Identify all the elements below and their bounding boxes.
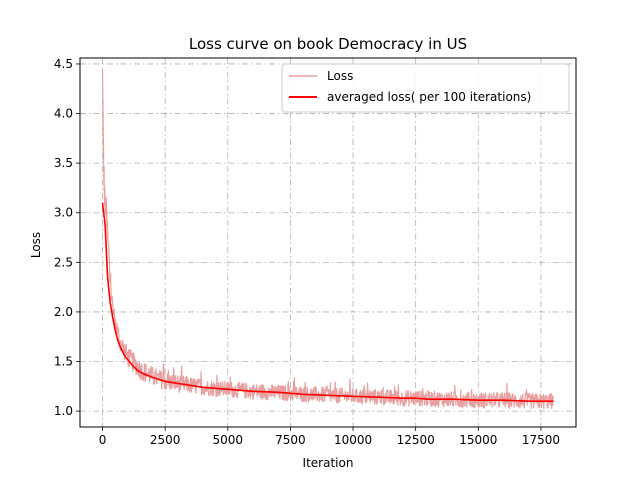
x-tick-label: 0 <box>99 433 107 447</box>
y-tick-label: 3.0 <box>54 206 73 220</box>
x-axis-label: Iteration <box>303 456 354 470</box>
y-tick-label: 2.0 <box>54 305 73 319</box>
plot-area <box>101 68 554 410</box>
y-tick-label: 1.0 <box>54 404 73 418</box>
y-tick-label: 4.5 <box>54 57 73 71</box>
x-tick-label: 10000 <box>334 433 372 447</box>
series-line-averaged-loss <box>101 202 554 403</box>
y-tick-label: 2.5 <box>54 255 73 269</box>
x-tick-label: 12500 <box>397 433 435 447</box>
y-axis-ticks: 1.0 1.5 2.0 2.5 3.0 3.5 4.0 4.5 <box>54 57 80 418</box>
chart-title: Loss curve on book Democracy in US <box>189 35 467 53</box>
legend-label-averaged-loss: averaged loss( per 100 iterations) <box>327 90 531 104</box>
legend: Loss averaged loss( per 100 iterations) <box>281 63 570 113</box>
x-axis-ticks: 0 2500 5000 7500 10000 12500 15000 17500 <box>99 427 560 447</box>
y-tick-label: 3.5 <box>54 156 73 170</box>
x-tick-label: 15000 <box>459 433 497 447</box>
x-tick-label: 5000 <box>213 433 244 447</box>
x-tick-label: 2500 <box>150 433 181 447</box>
legend-box <box>281 63 570 113</box>
y-tick-label: 4.0 <box>54 107 73 121</box>
y-tick-label: 1.5 <box>54 355 73 369</box>
plot-frame <box>79 57 577 428</box>
y-axis-label: Loss <box>29 232 43 258</box>
series-line-loss <box>101 68 554 410</box>
grid-lines <box>80 58 576 427</box>
legend-label-loss: Loss <box>327 69 353 83</box>
x-tick-label: 7500 <box>275 433 306 447</box>
x-tick-label: 17500 <box>522 433 560 447</box>
